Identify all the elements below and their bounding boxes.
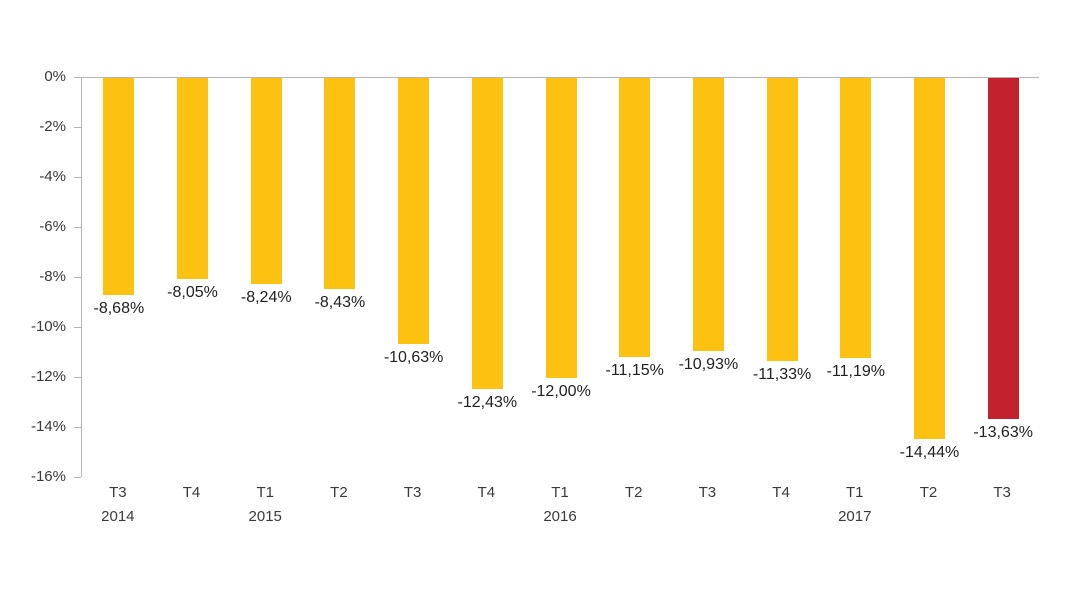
- x-axis-quarter-label: T4: [182, 484, 201, 501]
- y-axis-tick-label: -16%: [30, 468, 66, 485]
- y-axis-tick-mark: [74, 377, 81, 378]
- x-axis-category-label: T1 2017: [815, 481, 895, 529]
- x-axis-year-label: 2017: [838, 508, 872, 525]
- y-axis-tick-label: -12%: [30, 368, 66, 385]
- x-axis-category-label: T3: [667, 481, 747, 505]
- x-axis-quarter-label: T2: [330, 484, 348, 501]
- y-axis-tick-label: -6%: [39, 218, 66, 235]
- bar-t4-1: [177, 78, 209, 280]
- x-axis-quarter-label: T2: [624, 484, 643, 501]
- y-axis-tick-mark: [74, 227, 81, 228]
- x-axis-category-label: T2: [888, 481, 968, 505]
- x-axis-category-label: T4: [446, 481, 526, 505]
- bar-t3-2014-0: [103, 78, 135, 295]
- y-axis-tick-label: 0%: [44, 68, 66, 85]
- bar-value-label: -10,93%: [678, 356, 739, 374]
- bar-value-label: -12,43%: [457, 393, 518, 411]
- x-axis-quarter-label: T3: [403, 484, 422, 501]
- x-axis-quarter-label: T3: [109, 484, 127, 501]
- x-axis-category-label: T2: [594, 481, 674, 505]
- bar-value-label: -13,63%: [973, 423, 1033, 441]
- bar-value-label: -12,00%: [531, 383, 591, 400]
- x-axis-category-label: T2: [299, 481, 379, 505]
- x-axis-quarter-label: T2: [919, 484, 938, 501]
- x-axis-year-label: 2016: [543, 508, 577, 525]
- y-axis-tick-mark: [74, 127, 81, 128]
- bar-t1-2017-10: [840, 78, 872, 358]
- y-axis-tick-label: -14%: [30, 418, 66, 435]
- bar-t4-9: [766, 78, 798, 362]
- x-axis-quarter-label: T1: [551, 484, 569, 501]
- y-axis-tick-mark: [74, 77, 81, 78]
- bar-value-label: -11,15%: [605, 361, 664, 379]
- bar-value-label: -8,24%: [240, 289, 292, 306]
- bar-t3-8: [692, 78, 724, 352]
- bar-t3-4: [398, 78, 430, 344]
- y-axis-tick-mark: [74, 427, 81, 428]
- x-axis-year-label: 2015: [248, 508, 282, 525]
- plot-area: -8,68% -8,05% -8,24% -8,43% -10,63% -12,43% -1…: [81, 77, 1039, 477]
- bar-value-label: -8,68%: [93, 300, 145, 317]
- x-axis-category-label: T4: [152, 481, 232, 505]
- y-axis-tick-label: -2%: [39, 118, 66, 135]
- x-axis-category-label: T3: [373, 481, 453, 505]
- y-axis-tick-mark: [74, 277, 81, 278]
- bar-t3-12: [987, 78, 1019, 419]
- x-axis-category-label: T4: [741, 481, 821, 505]
- bar-t1-2015-2: [250, 78, 282, 284]
- bar-t2-3: [324, 78, 356, 289]
- x-axis-quarter-label: T1: [846, 484, 864, 501]
- y-axis-tick-mark: [74, 327, 81, 328]
- bar-t1-2016-6: [545, 78, 577, 378]
- x-axis-quarter-label: T1: [256, 484, 274, 501]
- bar-value-label: -14,44%: [899, 444, 960, 461]
- x-axis-category-label: T1 2015: [225, 481, 305, 529]
- x-axis-category-label: T3: [962, 481, 1042, 505]
- bar-value-label: -11,19%: [826, 362, 885, 380]
- x-axis-year-label: 2014: [101, 508, 135, 525]
- x-axis-category-label: T1 2016: [520, 481, 600, 529]
- x-axis-quarter-label: T3: [698, 484, 717, 501]
- y-axis-tick-mark: [74, 477, 81, 478]
- bar-value-label: -10,63%: [383, 348, 444, 366]
- x-axis-quarter-label: T4: [477, 484, 496, 501]
- y-axis-tick-label: -8%: [39, 268, 66, 285]
- bar-t2-11: [913, 78, 945, 439]
- bar-value-label: -8,43%: [314, 293, 366, 311]
- bar-t2-7: [619, 78, 651, 357]
- bar-t4-5: [471, 78, 503, 389]
- bar-value-label: -11,33%: [752, 366, 812, 384]
- y-axis-tick-label: -4%: [39, 168, 66, 185]
- x-axis-quarter-label: T3: [993, 484, 1011, 501]
- y-axis-tick-label: -10%: [30, 318, 66, 335]
- x-axis-category-label: T3 2014: [78, 481, 158, 529]
- bar-value-label: -8,05%: [167, 284, 218, 302]
- y-axis-tick-mark: [74, 177, 81, 178]
- x-axis-quarter-label: T4: [772, 484, 790, 501]
